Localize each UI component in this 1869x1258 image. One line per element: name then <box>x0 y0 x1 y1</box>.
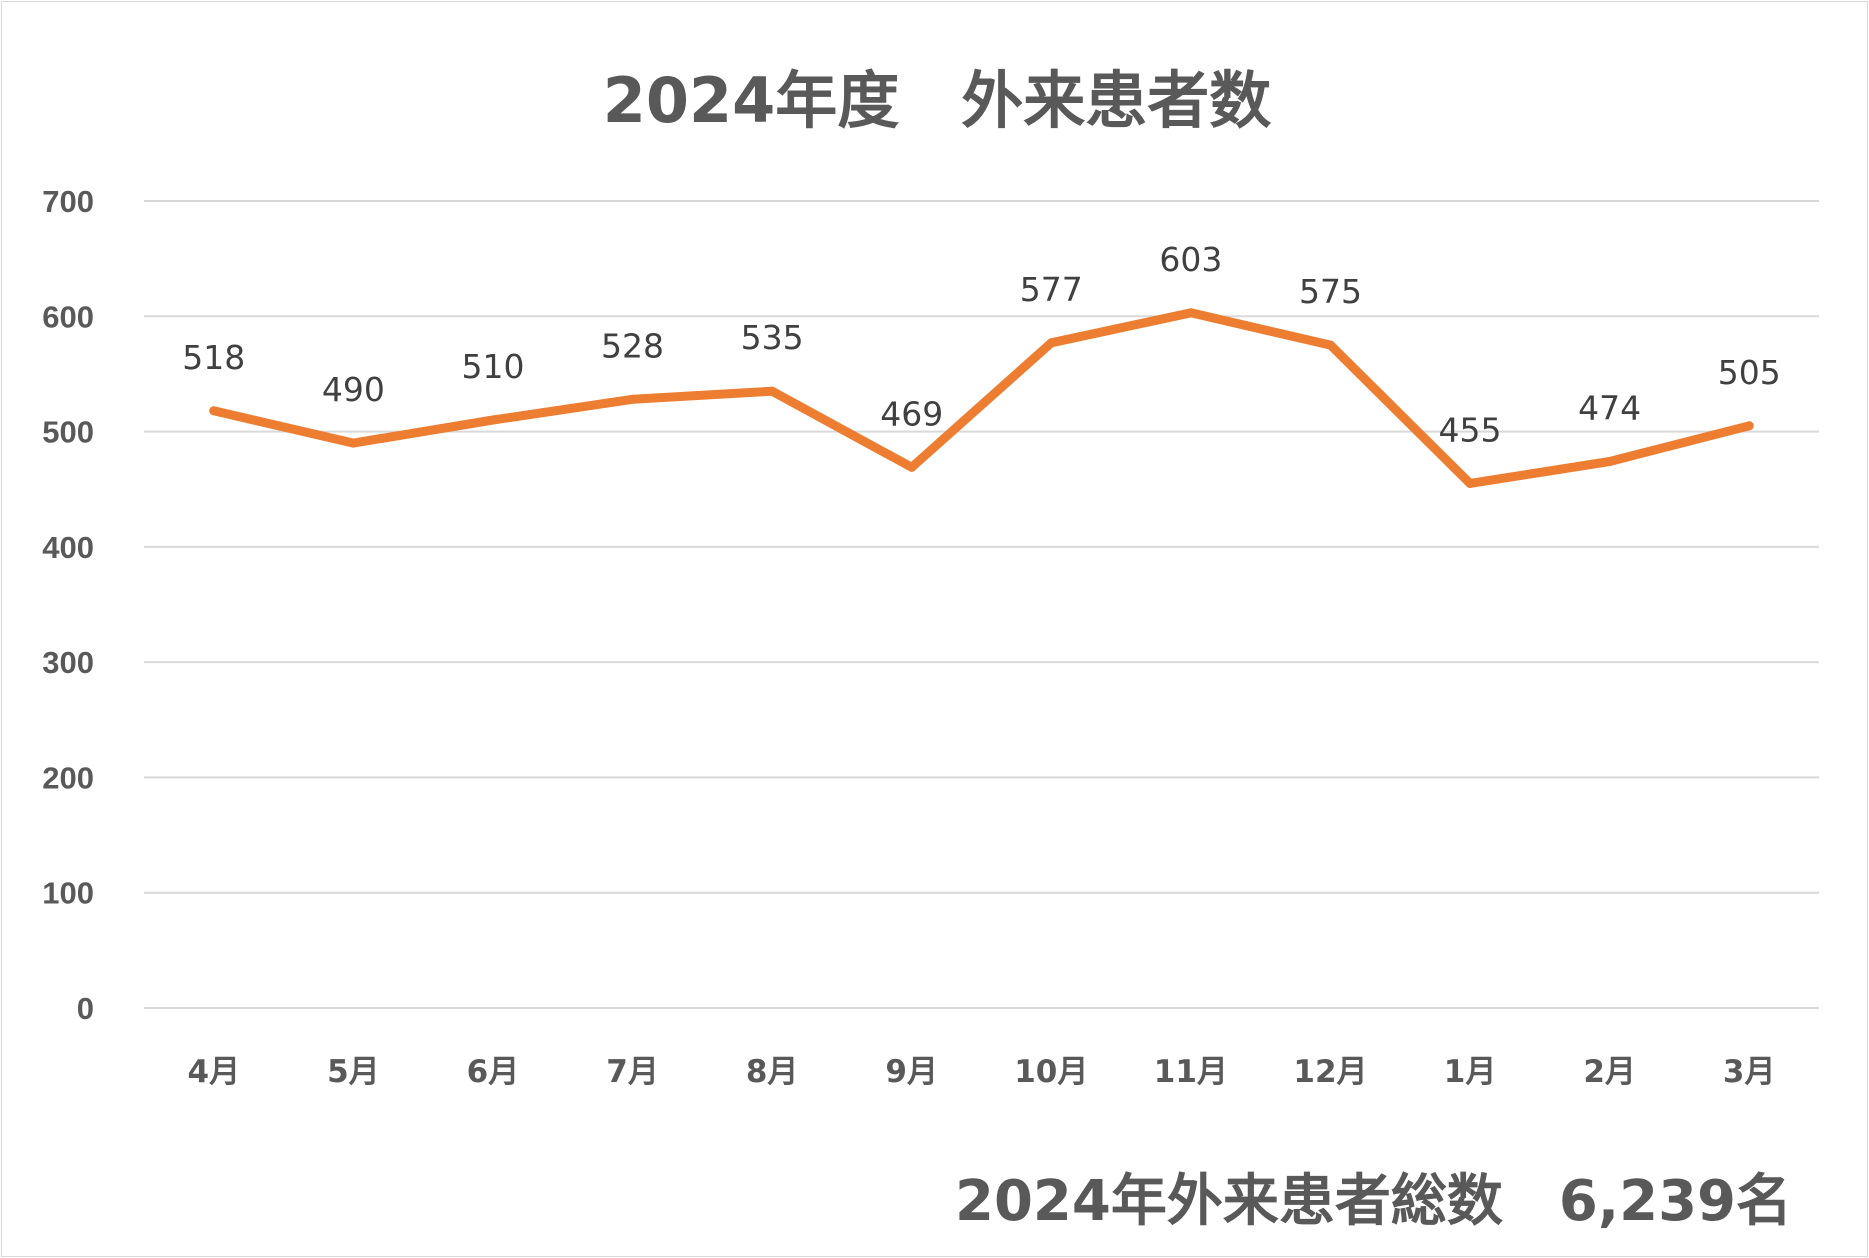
y-tick-label: 100 <box>42 876 94 911</box>
data-label: 535 <box>741 318 804 357</box>
chart-title: 2024年度 外来患者数 <box>603 64 1272 137</box>
data-point <box>1046 338 1056 348</box>
y-tick-label: 500 <box>42 415 94 450</box>
data-label: 510 <box>461 347 524 386</box>
data-point <box>1605 457 1615 467</box>
x-tick-label: 10月 <box>1014 1054 1088 1090</box>
y-tick-label: 300 <box>42 645 94 680</box>
data-point <box>628 394 638 404</box>
x-tick-label: 7月 <box>606 1054 659 1090</box>
x-tick-label: 8月 <box>746 1054 799 1090</box>
x-tick-label: 1月 <box>1444 1054 1497 1090</box>
series-line <box>209 308 1754 488</box>
x-tick-label: 3月 <box>1723 1054 1776 1090</box>
y-tick-label: 700 <box>42 184 94 219</box>
y-tick-label: 0 <box>77 991 94 1026</box>
data-point <box>209 406 219 416</box>
data-label: 575 <box>1299 272 1362 311</box>
total-patients-footer: 2024年外来患者総数 6,239名 <box>955 1169 1792 1234</box>
data-label: 455 <box>1439 410 1502 449</box>
data-point <box>1325 340 1335 350</box>
y-tick-label: 600 <box>42 299 94 334</box>
data-label: 490 <box>322 370 385 409</box>
data-point <box>348 438 358 448</box>
y-axis-ticks: 0 100 200 300 400 500 600 700 <box>42 184 94 1026</box>
y-tick-label: 200 <box>42 760 94 795</box>
x-tick-label: 4月 <box>188 1054 241 1090</box>
data-point <box>1465 478 1475 488</box>
data-point <box>488 415 498 425</box>
data-labels: 518 490 510 528 535 469 577 603 575 455 474 505 <box>182 240 1780 450</box>
data-point <box>907 462 917 472</box>
x-tick-label: 6月 <box>467 1054 520 1090</box>
data-label: 474 <box>1578 389 1641 428</box>
data-label: 528 <box>601 326 664 365</box>
x-tick-label: 2月 <box>1583 1054 1636 1090</box>
data-point <box>1744 421 1754 431</box>
data-label: 577 <box>1020 270 1083 309</box>
gridlines <box>144 200 1819 1009</box>
x-axis-ticks: 4月 5月 6月 7月 8月 9月 10月 11月 12月 1月 2月 3月 <box>188 1054 1776 1090</box>
x-tick-label: 9月 <box>885 1054 938 1090</box>
data-point <box>767 386 777 396</box>
data-label: 603 <box>1159 240 1222 279</box>
x-tick-label: 5月 <box>327 1054 380 1090</box>
data-label: 518 <box>182 338 245 377</box>
data-label: 469 <box>880 394 943 433</box>
series-layer <box>209 308 1754 488</box>
data-point <box>1186 308 1196 318</box>
x-tick-label: 11月 <box>1154 1054 1228 1090</box>
y-tick-label: 400 <box>42 530 94 565</box>
data-label: 505 <box>1718 353 1781 392</box>
x-tick-label: 12月 <box>1293 1054 1367 1090</box>
